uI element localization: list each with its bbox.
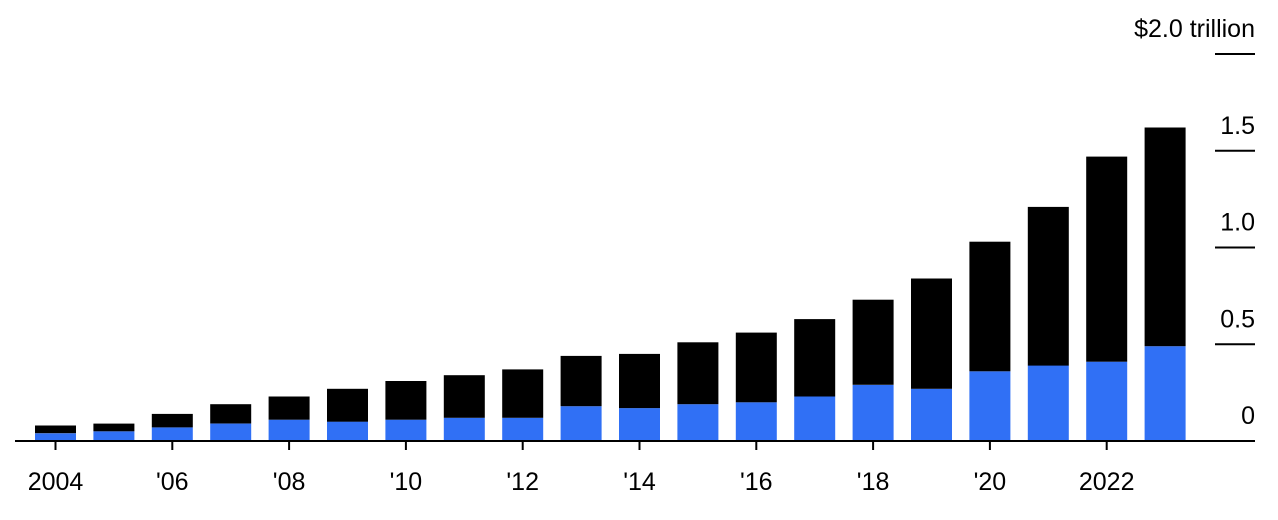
bar-segment-2020-series-2 (969, 241, 1011, 372)
x-tick-label-2018: '18 (857, 468, 890, 496)
x-tick-label-2020: '20 (974, 468, 1007, 496)
bar-segment-2007-series-1 (210, 423, 252, 441)
y-axis: 0 0.5 1.0 1.5 $2.0 trillion (1134, 15, 1255, 430)
bar-segment-2011-series-1 (443, 417, 485, 441)
bar-segment-2022-series-1 (1086, 361, 1128, 441)
bar-segment-2023-series-2 (1144, 127, 1186, 347)
bar-segment-2005-series-2 (93, 423, 135, 432)
bar-segment-2007-series-2 (210, 404, 252, 424)
bar-segment-2019-series-1 (911, 388, 952, 441)
bar-segment-2015-series-1 (677, 404, 719, 441)
bar-segment-2008-series-2 (268, 396, 310, 420)
bar-segment-2021-series-2 (1027, 206, 1069, 366)
bar-segment-2014-series-2 (619, 353, 660, 409)
bar-segment-2018-series-2 (852, 299, 894, 385)
x-tick-label-2004: 2004 (28, 468, 84, 496)
bar-segment-2004-series-2 (35, 425, 76, 434)
bar-segment-2010-series-1 (385, 419, 427, 441)
bar-segment-2013-series-2 (560, 355, 602, 407)
y-tick-label-4: $2.0 trillion (1134, 15, 1255, 43)
y-tick-label-1: 0.5 (1220, 305, 1255, 333)
bar-segment-2012-series-2 (502, 369, 544, 418)
x-tick-label-2022: 2022 (1079, 468, 1135, 496)
bar-segment-2008-series-1 (268, 419, 310, 441)
x-tick-label-2008: '08 (273, 468, 306, 496)
bar-segment-2016-series-1 (735, 402, 777, 441)
bar-segment-2016-series-2 (735, 332, 777, 403)
bar-segment-2022-series-2 (1086, 156, 1128, 362)
bar-segment-2013-series-1 (560, 406, 602, 441)
x-axis: 2004 '06 '08 '10 '12 '14 '16 '18 '20 2022 (28, 441, 1135, 496)
bar-segment-2006-series-2 (151, 413, 193, 428)
bar-segment-2012-series-1 (502, 417, 544, 441)
bar-segment-2010-series-2 (385, 381, 427, 420)
bar-segment-2009-series-1 (327, 421, 368, 441)
bar-segment-2014-series-1 (619, 408, 660, 441)
y-tick-label-2: 1.0 (1220, 209, 1255, 237)
y-tick-label-0: 0 (1241, 402, 1255, 430)
bar-segment-2011-series-2 (443, 375, 485, 418)
bar-segment-2006-series-1 (151, 427, 193, 441)
x-tick-label-2014: '14 (623, 468, 656, 496)
bar-segment-2009-series-2 (327, 388, 368, 422)
bar-segment-2021-series-1 (1027, 365, 1069, 441)
bar-segment-2020-series-1 (969, 371, 1011, 441)
bar-segment-2023-series-1 (1144, 346, 1186, 441)
x-tick-label-2006: '06 (156, 468, 189, 496)
bar-segment-2017-series-2 (794, 319, 836, 397)
bar-segment-2018-series-1 (852, 384, 894, 441)
bar-segment-2019-series-2 (911, 278, 952, 389)
bar-segment-2015-series-2 (677, 342, 719, 405)
x-tick-label-2012: '12 (506, 468, 539, 496)
y-tick-label-3: 1.5 (1220, 112, 1255, 140)
x-tick-label-2010: '10 (390, 468, 423, 496)
bar-segment-2017-series-1 (794, 396, 836, 441)
x-tick-label-2016: '16 (740, 468, 773, 496)
bar-segment-2005-series-1 (93, 431, 135, 441)
bars (35, 127, 1186, 441)
bar-segment-2004-series-1 (35, 433, 76, 441)
